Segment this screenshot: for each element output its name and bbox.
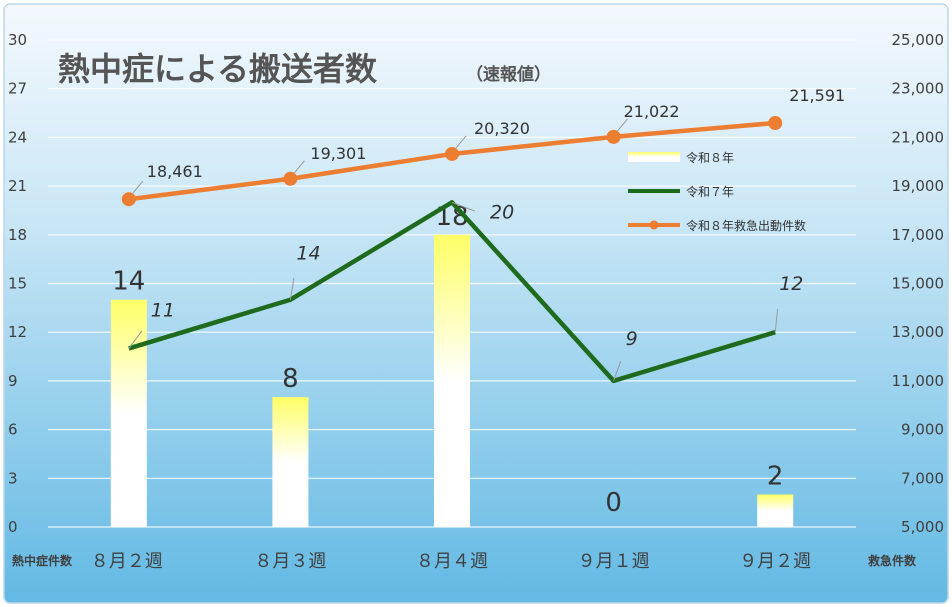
line-r7-data-label: 12: [779, 273, 803, 295]
y-axis-right-ticks: 5,000 7,000 9,000 11,000 13,000 15,000 17,000 1…: [892, 31, 945, 536]
bar: [110, 299, 147, 527]
y-axis-right-tick-label: 23,000: [892, 80, 945, 98]
y-axis-left-tick-label: 27: [8, 80, 27, 98]
line-dispatch-marker: [768, 116, 783, 131]
line-dispatch-marker: [445, 146, 459, 161]
x-axis-tick-label: ９月１週: [578, 551, 650, 572]
line-dispatch-data-label: 21,022: [624, 102, 680, 121]
line-r7-data-label: 11: [151, 299, 175, 321]
y-axis-right-tick-label: 15,000: [892, 275, 945, 293]
line-dispatch-data-label: 19,301: [310, 144, 366, 163]
y-axis-left-tick-label: 24: [8, 128, 27, 146]
chart-title: 熱中症による搬送者数: [58, 50, 378, 88]
line-r7-data-label: 20: [490, 201, 514, 223]
line-dispatch-data-label: 18,461: [147, 162, 203, 181]
y-axis-right-tick-label: 19,000: [892, 177, 945, 195]
legend-label-r7: 令和７年: [686, 184, 734, 199]
bar: [272, 397, 309, 527]
line-dispatch-data-label: 21,591: [789, 86, 845, 105]
legend-swatch-r8: [628, 152, 680, 162]
line-r7-leader: [613, 360, 622, 382]
x-axis-tick-label: ８月３週: [254, 551, 326, 572]
y-axis-left-tick-label: 30: [8, 31, 27, 49]
line-dispatch-marker: [606, 129, 621, 144]
y-axis-right-tick-label: 25,000: [892, 31, 945, 49]
line-dispatch-leader: [132, 180, 144, 194]
y-axis-left-tick-label: 0: [8, 518, 18, 536]
line-r7-leader: [128, 330, 143, 349]
bar: [757, 494, 794, 527]
y-axis-left-name: 熱中症件数: [12, 553, 73, 568]
line-r7-leader: [289, 277, 295, 300]
line-dispatch-marker: [283, 171, 298, 186]
line-dispatch-leader: [455, 135, 467, 149]
x-axis-tick-label: ８月４週: [416, 551, 488, 572]
x-axis-tick-label: ８月２週: [91, 551, 163, 572]
y-axis-left-tick-label: 15: [8, 275, 27, 293]
y-axis-right-tick-label: 13,000: [892, 323, 945, 341]
y-axis-left-ticks: 0 3 6 9 12 15 18 21 24 27 30: [8, 31, 27, 536]
line-dispatch-data-label: 20,320: [474, 119, 530, 138]
line-dispatch-leader: [294, 160, 305, 174]
legend-label-dispatch: 令和８年救急出動件数: [686, 218, 806, 233]
line-r7-data-label: 9: [626, 328, 638, 350]
line-series: 11 14 20 9 12 18,461 19,301 20,320 21,022 21,591: [121, 86, 845, 384]
bar-data-label: 0: [605, 488, 622, 518]
legend: 令和８年 令和７年 令和８年救急出動件数: [628, 150, 806, 233]
y-axis-right-tick-label: 21,000: [892, 128, 945, 146]
y-axis-right-tick-label: 11,000: [892, 372, 945, 390]
chart-subtitle: （速報値）: [466, 64, 551, 85]
chart-background: [3, 3, 949, 604]
y-axis-left-tick-label: 21: [8, 177, 27, 195]
x-axis-ticks: ８月２週 ８月３週 ８月４週 ９月１週 ９月２週: [91, 551, 811, 572]
y-axis-right-tick-label: 5,000: [901, 518, 944, 536]
y-axis-left-tick-label: 3: [8, 469, 18, 487]
line-r7-leader: [774, 309, 779, 333]
y-axis-right-name: 救急件数: [868, 553, 917, 568]
y-axis-left-tick-label: 6: [8, 421, 18, 439]
legend-label-r8: 令和８年: [686, 150, 734, 165]
line-dispatch-marker: [121, 192, 136, 207]
y-axis-left-tick-label: 9: [8, 372, 18, 390]
y-axis-right-tick-label: 7,000: [901, 469, 944, 487]
line-r7-data-label: 14: [296, 243, 320, 265]
legend-swatch-dispatch-marker: [649, 220, 659, 230]
y-axis-right-tick-label: 9,000: [901, 421, 944, 439]
bar-data-label: 14: [112, 267, 145, 297]
y-axis-left-tick-label: 18: [8, 226, 27, 244]
bar: [434, 234, 470, 528]
y-axis-right-tick-label: 17,000: [892, 226, 945, 244]
bar-data-label: 8: [282, 364, 299, 394]
x-axis-tick-label: ９月２週: [739, 551, 811, 572]
line-dispatch-leader: [617, 118, 628, 132]
y-axis-left-tick-label: 12: [8, 323, 27, 341]
bar-data-label: 2: [767, 462, 784, 492]
line-r7-leader: [451, 201, 475, 212]
